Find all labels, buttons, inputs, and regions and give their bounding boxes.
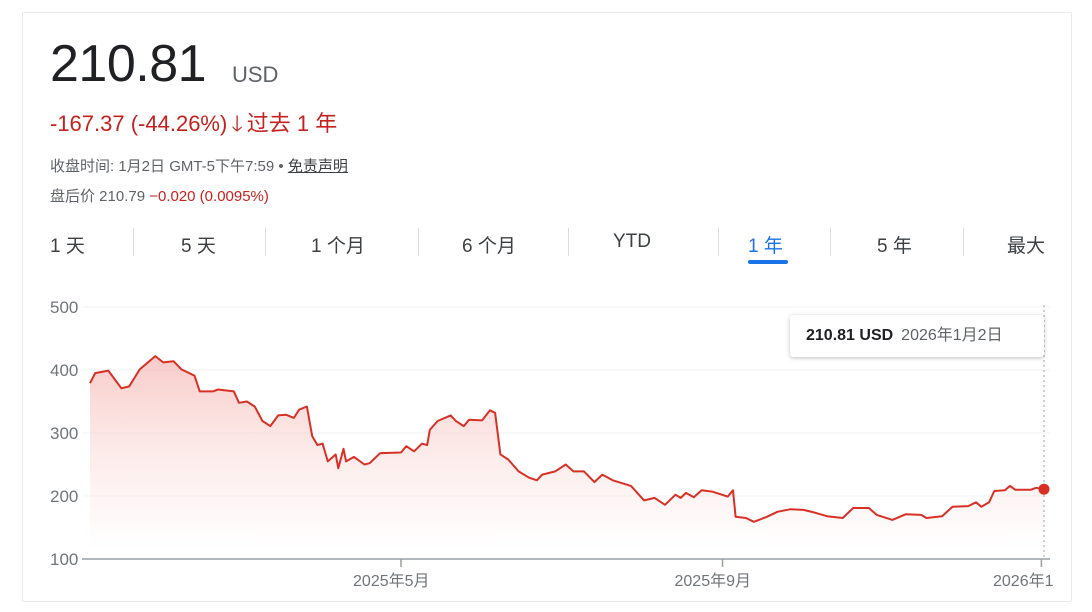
tab-divider xyxy=(265,228,266,256)
tab-divider xyxy=(418,228,419,256)
tab-divider xyxy=(568,228,569,256)
after-hours: 盘后价 210.79 −0.020 (0.0095%) xyxy=(50,185,269,206)
disclaimer-link[interactable]: 免责声明 xyxy=(287,158,348,175)
arrow-down-icon: 🡓 xyxy=(231,111,243,136)
quote-card xyxy=(22,12,1072,602)
after-hours-change: −0.020 (0.0095%) xyxy=(149,188,269,205)
tab-5[interactable]: 1 年 xyxy=(748,236,783,257)
price-change: -167.37 (-44.26%) 🡓 过去 1 年 xyxy=(50,106,337,145)
x-tick-label: 2025年5月 xyxy=(353,572,430,590)
price-line xyxy=(89,355,1045,523)
tab-divider xyxy=(830,228,831,256)
x-tick-label: 2025年9月 xyxy=(675,572,752,590)
tab-4[interactable]: YTD xyxy=(613,231,651,252)
tab-6[interactable]: 5 年 xyxy=(877,236,912,257)
tab-divider xyxy=(133,228,134,256)
price-area xyxy=(90,356,1044,559)
active-tab-indicator xyxy=(748,260,788,264)
tab-7[interactable]: 最大 xyxy=(1007,236,1046,257)
tab-0[interactable]: 1 天 xyxy=(50,236,85,257)
close-time: 收盘时间: 1月2日 GMT-5下午7:59 • xyxy=(50,158,284,175)
tab-2[interactable]: 1 个月 xyxy=(311,236,365,257)
change-value: -167.37 (-44.26%) xyxy=(50,111,228,136)
tab-divider xyxy=(963,228,964,256)
y-tick-label: 100 xyxy=(50,550,78,569)
close-info: 收盘时间: 1月2日 GMT-5下午7:59 • 免责声明 xyxy=(50,155,348,176)
currency: USD xyxy=(232,62,279,87)
tab-1[interactable]: 5 天 xyxy=(181,236,216,257)
y-tick-label: 400 xyxy=(50,361,78,380)
chart-tooltip: 210.81 USD 2026年1月2日 xyxy=(790,315,1044,357)
last-price-dot xyxy=(1038,483,1050,495)
current-price: 210.81 xyxy=(50,35,207,93)
y-tick-label: 300 xyxy=(50,424,78,443)
y-tick-label: 500 xyxy=(50,298,78,317)
tab-3[interactable]: 6 个月 xyxy=(462,236,516,257)
tab-divider xyxy=(718,228,719,256)
tooltip-date: 2026年1月2日 xyxy=(901,327,1003,344)
after-hours-price: 盘后价 210.79 xyxy=(50,188,146,205)
change-period: 过去 1 年 xyxy=(246,111,338,136)
x-tick-label: 2026年1 xyxy=(993,572,1054,590)
y-tick-label: 200 xyxy=(50,487,78,506)
tooltip-price: 210.81 USD xyxy=(806,327,894,344)
